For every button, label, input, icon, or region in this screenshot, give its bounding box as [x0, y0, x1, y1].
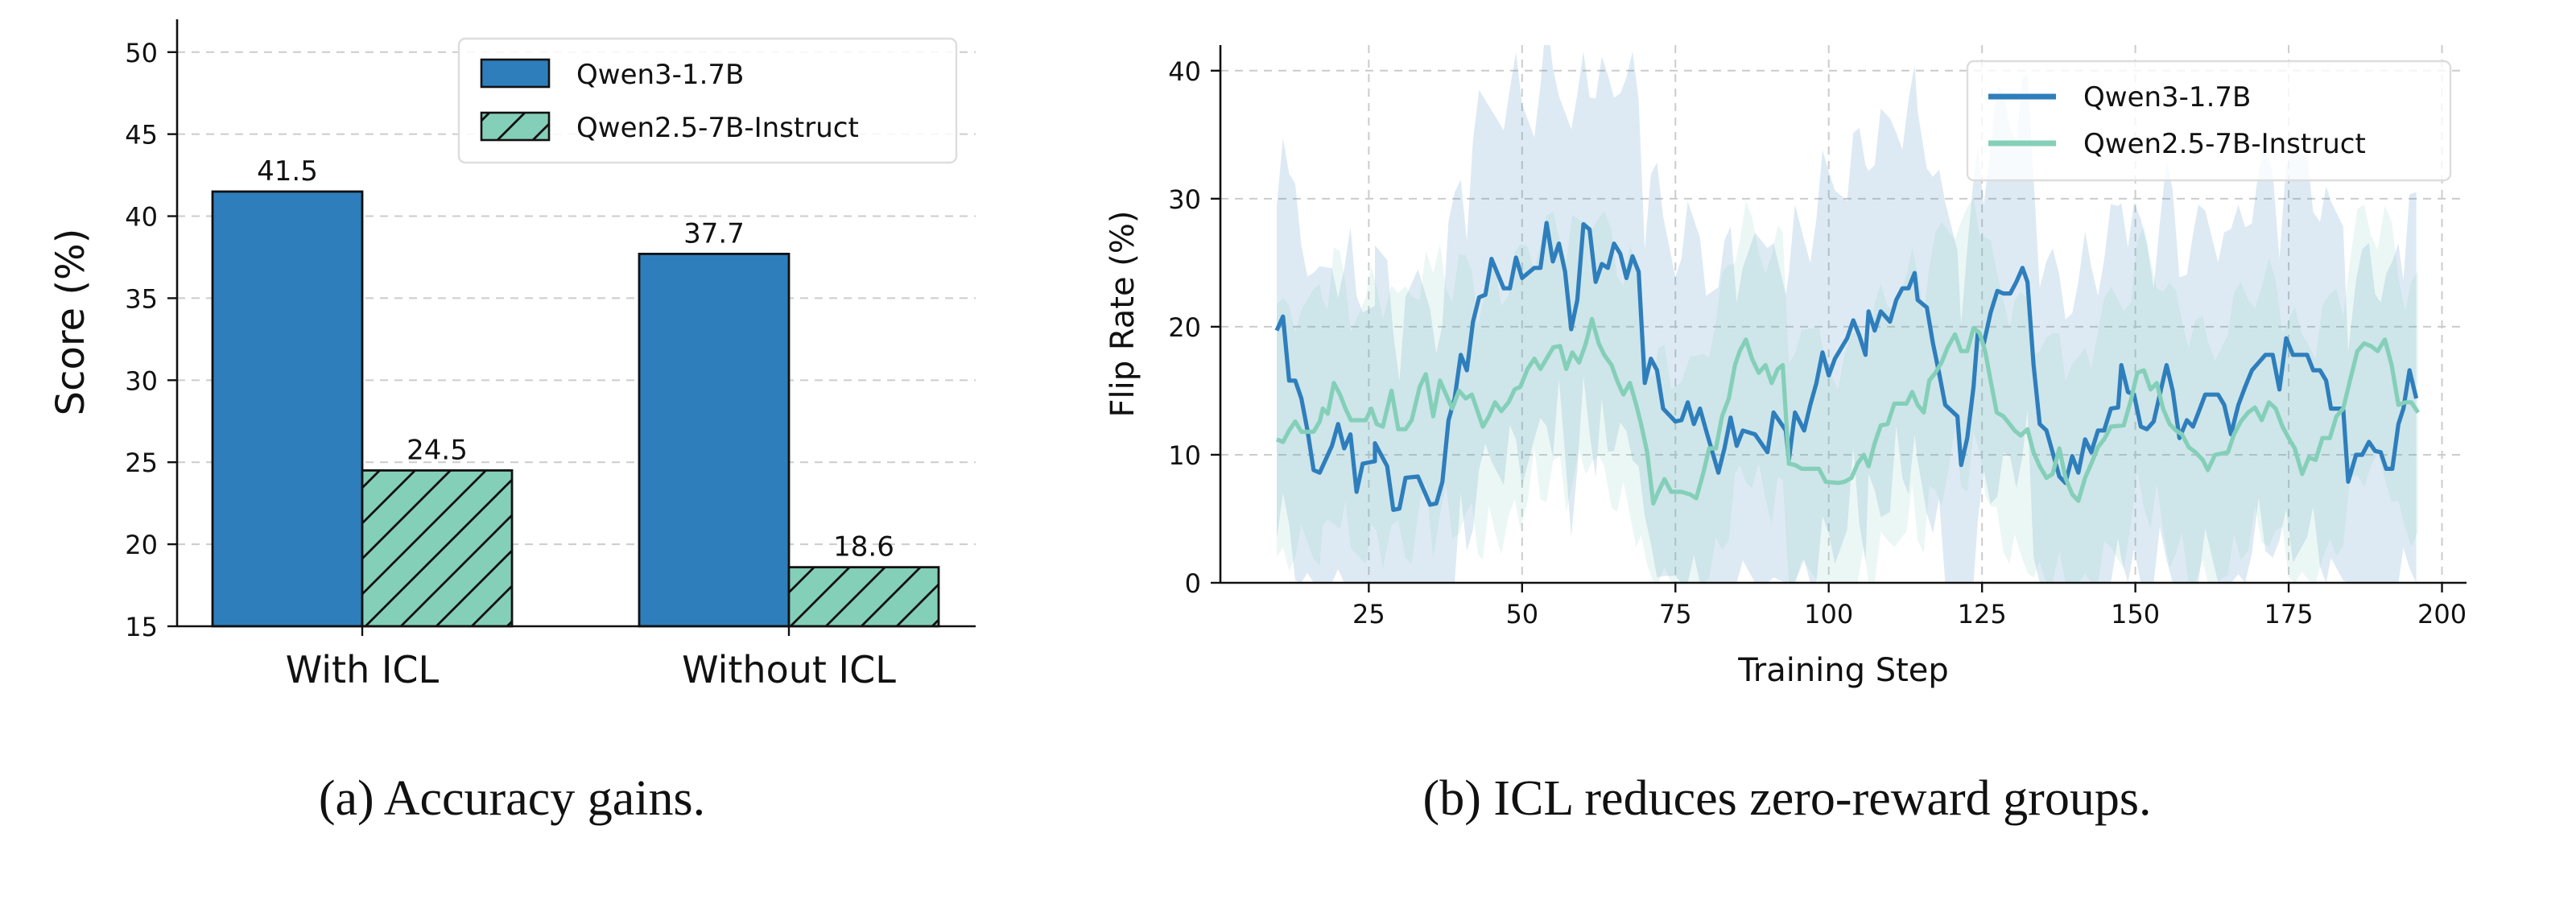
- caption-a: (a) Accuracy gains.: [319, 771, 705, 826]
- y-tick-label: 20: [1168, 312, 1201, 343]
- line-y-label: Flip Rate (%): [1104, 211, 1141, 418]
- legend-label-line-qwen3: Qwen3-1.7B: [2083, 81, 2251, 114]
- bar-value-label: 41.5: [257, 155, 318, 188]
- bar-with-icl-1: [361, 469, 514, 628]
- y-tick-label: 50: [125, 38, 158, 68]
- line-chart-flip-rate: 0 10 20 30 40 25 50 75 100 125 150 175 200 Training …: [1104, 45, 2467, 826]
- bar-y-label: Score (%): [48, 229, 93, 416]
- y-tick-label: 10: [1168, 440, 1201, 471]
- std-band-0: [1277, 45, 2417, 583]
- line-ticks: 0 10 20 30 40 25 50 75 100 125 150 175 200: [1168, 56, 2467, 629]
- bar-legend: Qwen3-1.7B Qwen2.5-7B-Instruct: [457, 37, 958, 164]
- line-legend: Qwen3-1.7B Qwen2.5-7B-Instruct: [1966, 60, 2452, 182]
- caption-b: (b) ICL reduces zero-reward groups.: [1423, 771, 2152, 826]
- y-tick-label: 30: [1168, 184, 1201, 215]
- x-tick-label: 100: [1804, 599, 1853, 629]
- bar-value-label: 18.6: [833, 531, 894, 563]
- bar-data-labels: 41.5 24.5 37.7 18.6: [257, 155, 894, 563]
- x-tick-label: 200: [2417, 599, 2467, 629]
- legend-swatch-qwen25: [480, 111, 551, 142]
- bar-without-icl-1: [787, 566, 940, 628]
- bar-categories: With ICL Without ICL: [286, 626, 896, 691]
- y-tick-label: 30: [125, 365, 158, 396]
- std-band-1: [1277, 196, 2418, 583]
- x-tick-label: 25: [1352, 599, 1385, 629]
- std-bands: [1277, 45, 2418, 583]
- x-tick-label: 175: [2264, 599, 2314, 629]
- bars: [211, 190, 940, 628]
- series-line-qwen2-5-7b-instruct: [1276, 316, 2420, 506]
- y-tick-label: 40: [125, 202, 158, 233]
- x-tick-label: 75: [1659, 599, 1692, 629]
- line-x-label: Training Step: [1737, 652, 1949, 689]
- bar-without-icl-0: [638, 253, 791, 628]
- x-tick-label: 150: [2111, 599, 2160, 629]
- legend-label-line-qwen25: Qwen2.5-7B-Instruct: [2083, 128, 2366, 160]
- bar-value-label: 37.7: [683, 217, 745, 250]
- category-label: With ICL: [286, 648, 440, 691]
- y-tick-label: 0: [1185, 568, 1201, 599]
- bar-y-ticks: 15 20 25 30 35 40 45 50: [125, 38, 177, 642]
- y-tick-label: 35: [125, 283, 158, 314]
- legend-label-qwen25: Qwen2.5-7B-Instruct: [576, 112, 859, 144]
- y-tick-label: 40: [1168, 56, 1201, 87]
- x-tick-label: 50: [1505, 599, 1538, 629]
- y-tick-label: 25: [125, 448, 158, 478]
- legend-swatch-qwen3: [480, 58, 551, 89]
- series-lines: [1274, 221, 2420, 513]
- bar-with-icl-0: [211, 190, 364, 628]
- bar-chart-accuracy: 15 20 25 30 35 40 45 50 41.5 24.5 37.7 18.6 With I…: [48, 19, 976, 826]
- bar-value-label: 24.5: [407, 434, 468, 466]
- y-tick-label: 20: [125, 530, 158, 560]
- series-line-qwen3-1-7b: [1274, 221, 2419, 513]
- x-tick-label: 125: [1958, 599, 2007, 629]
- legend-label-qwen3: Qwen3-1.7B: [576, 59, 744, 91]
- category-label: Without ICL: [682, 648, 896, 691]
- y-tick-label: 45: [125, 120, 158, 151]
- y-tick-label: 15: [125, 612, 158, 642]
